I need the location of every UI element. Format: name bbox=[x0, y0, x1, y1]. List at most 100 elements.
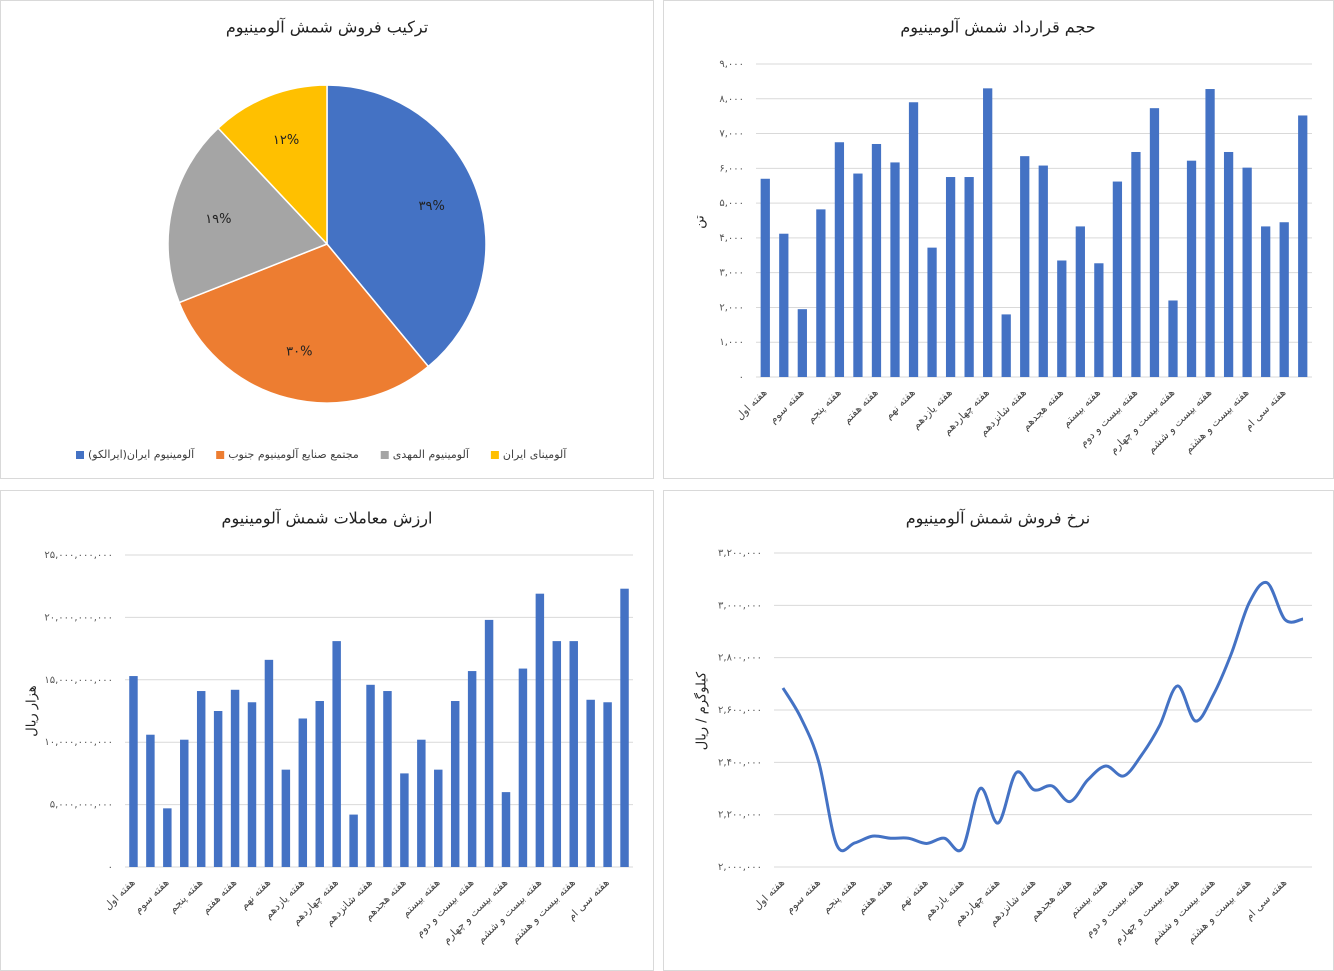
bar bbox=[1001, 314, 1011, 377]
bar bbox=[417, 739, 426, 867]
y-tick-label: ۰ bbox=[108, 862, 113, 873]
y-tick-label: ۳,۲۰۰,۰۰۰ bbox=[718, 548, 762, 559]
slice-label: ۱۹% bbox=[205, 212, 231, 227]
bar bbox=[535, 593, 545, 867]
y-tick-label: ۸,۰۰۰ bbox=[719, 94, 744, 105]
y-tick-label: ۵,۰۰۰ bbox=[719, 198, 744, 209]
line bbox=[781, 580, 1304, 853]
bar bbox=[434, 769, 443, 867]
y-tick-label: ۲,۸۰۰,۰۰۰ bbox=[718, 653, 762, 664]
bar bbox=[871, 143, 882, 377]
chart-title: ارزش معاملات شمش آلومینیوم bbox=[222, 509, 433, 529]
bar bbox=[603, 702, 612, 867]
y-tick-label: ۹,۰۰۰ bbox=[719, 59, 744, 70]
bar bbox=[264, 659, 274, 867]
pie-slice bbox=[178, 243, 430, 404]
pie-slice bbox=[326, 84, 487, 368]
y-tick-label: ۲,۴۰۰,۰۰۰ bbox=[718, 757, 762, 768]
bar bbox=[983, 88, 993, 377]
bar bbox=[1149, 108, 1160, 377]
bar bbox=[163, 808, 172, 867]
bar bbox=[1094, 263, 1104, 377]
bar bbox=[853, 173, 863, 377]
y-axis-title: کیلوگرم / ریال bbox=[694, 671, 710, 750]
y-tick-label: ۵,۰۰۰,۰۰۰,۰۰۰ bbox=[50, 800, 113, 811]
bar bbox=[146, 734, 155, 867]
bar bbox=[129, 676, 138, 867]
bar bbox=[1168, 300, 1178, 377]
y-tick-label: ۲,۶۰۰,۰۰۰ bbox=[718, 705, 762, 716]
bar bbox=[518, 668, 528, 867]
y-tick-label: ۶,۰۰۰ bbox=[719, 163, 744, 174]
y-tick-label: ۲,۰۰۰ bbox=[719, 302, 744, 313]
bar bbox=[760, 178, 770, 377]
y-axis-title: تن bbox=[693, 215, 708, 229]
legend-label: مجتمع صنایع آلومینیوم جنوب bbox=[228, 447, 359, 461]
legend-label: آلومینیوم ایران(ایرالکو) bbox=[88, 447, 195, 461]
bar bbox=[247, 702, 257, 867]
slice-label: ۳۹% bbox=[419, 199, 445, 214]
legend-label: آلومینیوم المهدی bbox=[393, 447, 470, 461]
bar bbox=[366, 684, 375, 867]
bar bbox=[1186, 160, 1197, 377]
bar bbox=[383, 691, 392, 867]
bar bbox=[945, 177, 956, 377]
y-tick-label: ۷,۰۰۰ bbox=[719, 129, 744, 140]
y-tick-label: ۲۰,۰۰۰,۰۰۰,۰۰۰ bbox=[44, 612, 113, 623]
panel bbox=[0, 490, 654, 971]
panel bbox=[663, 490, 1334, 971]
bar bbox=[1020, 156, 1030, 377]
panel bbox=[663, 0, 1334, 479]
y-tick-label: ۱۰,۰۰۰,۰۰۰,۰۰۰ bbox=[44, 737, 113, 748]
bar bbox=[501, 792, 511, 867]
legend-swatch bbox=[216, 451, 225, 459]
y-tick-label: ۰ bbox=[739, 372, 744, 383]
bar bbox=[400, 773, 409, 867]
bar bbox=[834, 142, 845, 377]
bar bbox=[908, 102, 919, 377]
bar bbox=[332, 641, 341, 867]
y-tick-label: ۳,۰۰۰ bbox=[719, 268, 744, 279]
bar bbox=[281, 769, 291, 867]
bar bbox=[467, 671, 477, 867]
bar bbox=[1131, 151, 1141, 377]
bar bbox=[1038, 165, 1048, 377]
slice-label: ۳۰% bbox=[286, 344, 312, 359]
bar bbox=[552, 641, 562, 867]
bar bbox=[1242, 167, 1252, 377]
bar bbox=[779, 233, 789, 377]
y-axis-title: هزار ریال bbox=[25, 685, 40, 736]
bar bbox=[1205, 89, 1215, 377]
bar bbox=[484, 619, 494, 867]
bar bbox=[586, 699, 595, 867]
bar bbox=[569, 641, 578, 867]
bar bbox=[797, 309, 807, 377]
bar bbox=[1075, 226, 1085, 377]
bar bbox=[196, 691, 206, 867]
chart-title: نرخ فروش شمش آلومینیوم bbox=[906, 509, 1090, 529]
bar bbox=[1057, 260, 1067, 377]
bar bbox=[1298, 115, 1308, 378]
y-tick-label: ۲,۰۰۰,۰۰۰ bbox=[718, 862, 762, 873]
bar bbox=[213, 711, 223, 867]
chart-title: حجم قرارداد شمش آلومینیوم bbox=[900, 18, 1095, 38]
bar bbox=[927, 247, 937, 377]
bar bbox=[620, 588, 629, 867]
bar bbox=[298, 718, 308, 867]
bar bbox=[1261, 226, 1271, 377]
slice-label: ۱۲% bbox=[273, 133, 299, 148]
y-tick-label: ۱,۰۰۰ bbox=[719, 337, 744, 348]
y-tick-label: ۴,۰۰۰ bbox=[719, 233, 744, 244]
y-tick-label: ۲,۲۰۰,۰۰۰ bbox=[718, 810, 762, 821]
bar bbox=[450, 701, 460, 867]
legend-swatch bbox=[76, 451, 84, 459]
pie-slice bbox=[217, 84, 328, 246]
bar bbox=[349, 814, 358, 867]
bar bbox=[1112, 181, 1123, 377]
legend-label: آلومینای ایران bbox=[503, 447, 567, 461]
y-tick-label: ۲۵,۰۰۰,۰۰۰,۰۰۰ bbox=[44, 550, 113, 561]
pie-slice bbox=[167, 127, 329, 304]
bar bbox=[1279, 222, 1289, 377]
bar bbox=[816, 209, 826, 377]
